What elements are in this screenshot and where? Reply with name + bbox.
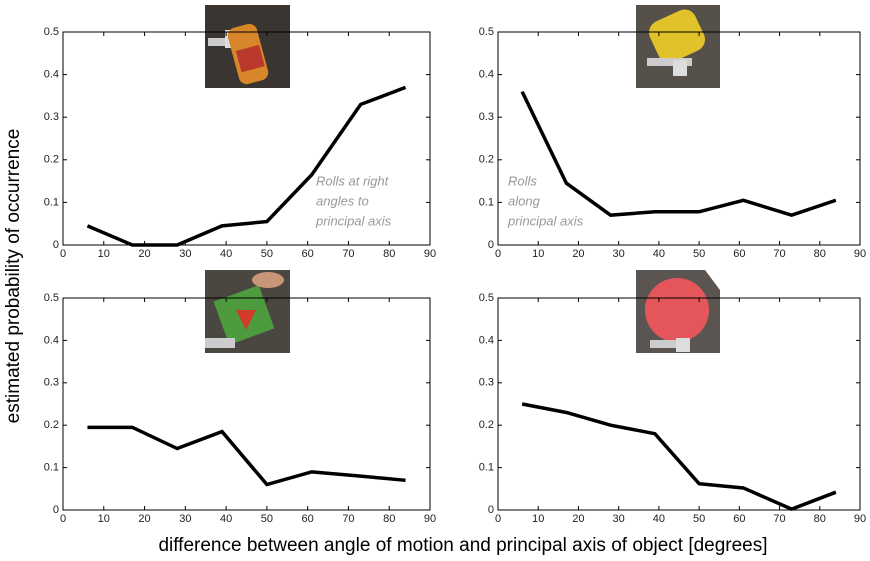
y-axis-label: estimated probability of occurrence bbox=[3, 129, 24, 424]
x-tick-label: 40 bbox=[653, 513, 665, 525]
data-line bbox=[87, 427, 405, 484]
annotation: angles to bbox=[316, 193, 369, 208]
x-tick-label: 50 bbox=[261, 248, 273, 260]
y-tick-label: 0.1 bbox=[479, 462, 494, 474]
x-tick-label: 90 bbox=[424, 513, 436, 525]
x-tick-label: 10 bbox=[532, 248, 544, 260]
x-tick-label: 60 bbox=[302, 513, 314, 525]
x-tick-label: 50 bbox=[261, 513, 273, 525]
x-tick-label: 50 bbox=[693, 248, 705, 260]
x-tick-label: 70 bbox=[773, 248, 785, 260]
x-tick-label: 70 bbox=[342, 513, 354, 525]
y-tick-label: 0.3 bbox=[479, 377, 494, 389]
y-tick-label: 0.1 bbox=[44, 196, 59, 208]
x-tick-label: 70 bbox=[342, 248, 354, 260]
x-tick-label: 30 bbox=[613, 513, 625, 525]
annotation: Rolls at right bbox=[316, 173, 390, 188]
y-tick-label: 0.5 bbox=[44, 292, 59, 304]
x-tick-label: 80 bbox=[814, 513, 826, 525]
x-tick-label: 30 bbox=[179, 248, 191, 260]
x-tick-label: 0 bbox=[60, 248, 66, 260]
x-tick-label: 0 bbox=[495, 248, 501, 260]
y-tick-label: 0.2 bbox=[479, 154, 494, 166]
annotation: Rolls bbox=[508, 173, 537, 188]
x-tick-label: 40 bbox=[220, 248, 232, 260]
x-tick-label: 10 bbox=[532, 513, 544, 525]
annotation: principal axis bbox=[315, 213, 392, 228]
x-tick-label: 10 bbox=[98, 513, 110, 525]
annotation: principal axis bbox=[507, 213, 584, 228]
y-tick-label: 0.4 bbox=[44, 69, 59, 81]
y-tick-label: 0.3 bbox=[44, 111, 59, 123]
figure: estimated probability of occurrence diff… bbox=[0, 0, 870, 561]
y-tick-label: 0.1 bbox=[44, 462, 59, 474]
y-tick-label: 0 bbox=[488, 504, 494, 516]
y-tick-label: 0.4 bbox=[44, 334, 59, 346]
y-tick-label: 0 bbox=[53, 239, 59, 251]
x-tick-label: 20 bbox=[138, 248, 150, 260]
x-tick-label: 20 bbox=[572, 513, 584, 525]
x-tick-label: 30 bbox=[179, 513, 191, 525]
x-tick-label: 20 bbox=[138, 513, 150, 525]
y-tick-label: 0.4 bbox=[479, 334, 494, 346]
x-tick-label: 20 bbox=[572, 248, 584, 260]
annotation: along bbox=[508, 193, 541, 208]
x-tick-label: 50 bbox=[693, 513, 705, 525]
photo-car bbox=[636, 5, 720, 88]
y-tick-label: 0 bbox=[488, 239, 494, 251]
y-tick-label: 0.3 bbox=[44, 377, 59, 389]
y-tick-label: 0.5 bbox=[479, 292, 494, 304]
x-tick-label: 60 bbox=[733, 248, 745, 260]
x-axis-label: difference between angle of motion and p… bbox=[158, 535, 767, 556]
x-tick-label: 90 bbox=[854, 513, 866, 525]
photo-bottle bbox=[205, 5, 290, 88]
data-line bbox=[522, 404, 836, 509]
y-tick-label: 0.5 bbox=[479, 26, 494, 38]
y-tick-label: 0 bbox=[53, 504, 59, 516]
x-tick-label: 60 bbox=[302, 248, 314, 260]
x-tick-label: 60 bbox=[733, 513, 745, 525]
x-tick-label: 90 bbox=[424, 248, 436, 260]
y-tick-label: 0.2 bbox=[44, 154, 59, 166]
x-tick-label: 30 bbox=[613, 248, 625, 260]
x-tick-label: 80 bbox=[383, 248, 395, 260]
x-tick-label: 80 bbox=[814, 248, 826, 260]
x-tick-label: 40 bbox=[220, 513, 232, 525]
x-tick-label: 70 bbox=[773, 513, 785, 525]
y-tick-label: 0.1 bbox=[479, 196, 494, 208]
photo-cube bbox=[205, 270, 290, 353]
x-tick-label: 40 bbox=[653, 248, 665, 260]
x-tick-label: 0 bbox=[60, 513, 66, 525]
x-tick-label: 90 bbox=[854, 248, 866, 260]
y-tick-label: 0.3 bbox=[479, 111, 494, 123]
y-tick-label: 0.5 bbox=[44, 26, 59, 38]
x-tick-label: 0 bbox=[495, 513, 501, 525]
photo-ball bbox=[636, 270, 720, 353]
y-tick-label: 0.2 bbox=[44, 419, 59, 431]
y-tick-label: 0.2 bbox=[479, 419, 494, 431]
data-line bbox=[522, 92, 836, 216]
x-tick-label: 80 bbox=[383, 513, 395, 525]
y-tick-label: 0.4 bbox=[479, 69, 494, 81]
x-tick-label: 10 bbox=[98, 248, 110, 260]
